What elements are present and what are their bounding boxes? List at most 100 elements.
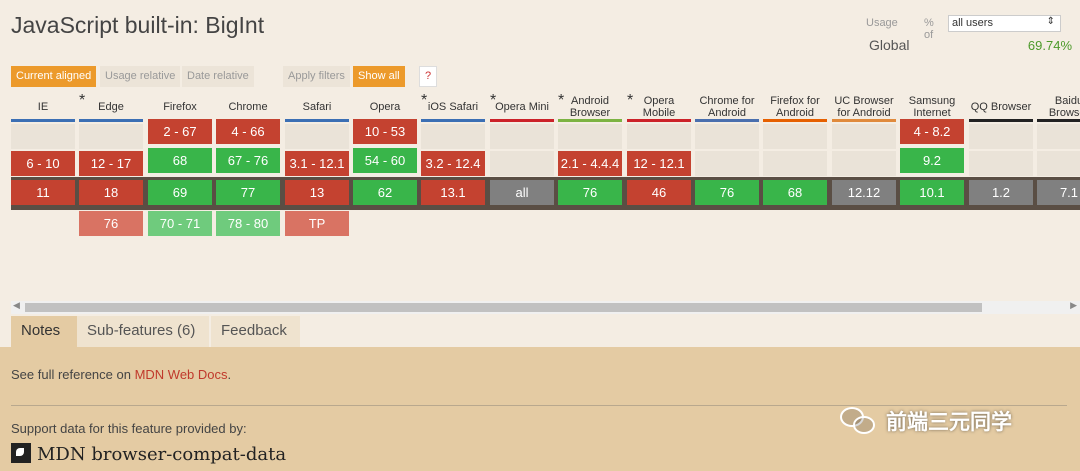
scroll-left-icon[interactable]: ◀ — [13, 300, 20, 310]
browser-name[interactable]: IE — [37, 100, 49, 113]
version-cell[interactable] — [763, 124, 827, 149]
version-cell[interactable]: 69 — [148, 180, 212, 205]
select-arrows-icon: ⇕ — [1046, 16, 1055, 27]
version-cell[interactable] — [421, 124, 485, 149]
version-cell[interactable]: 70 - 71 — [148, 211, 212, 236]
version-cell[interactable]: 6 - 10 — [11, 151, 75, 176]
version-cell[interactable]: 3.1 - 12.1 — [285, 151, 349, 176]
browser-color-bar — [627, 119, 691, 122]
tab-sub-features[interactable]: Sub-features (6) — [77, 316, 209, 347]
mdn-compat-data-credit[interactable]: MDN browser-compat-data — [11, 443, 286, 465]
version-cell[interactable]: 76 — [558, 180, 622, 205]
version-cell[interactable]: 62 — [353, 180, 417, 205]
version-cell[interactable]: 18 — [79, 180, 143, 205]
wechat-icon — [838, 405, 878, 437]
version-cell[interactable]: all — [490, 180, 554, 205]
horizontal-scrollbar[interactable]: ◀ ▶ — [11, 300, 1080, 314]
version-cell[interactable] — [490, 151, 554, 176]
version-cell[interactable] — [832, 124, 896, 149]
browser-name[interactable]: QQ Browser — [970, 100, 1032, 113]
version-cell[interactable] — [490, 124, 554, 149]
browser-name[interactable]: Chrome for Android — [699, 94, 755, 119]
version-cell[interactable]: 67 - 76 — [216, 148, 280, 173]
browser-color-bar — [695, 119, 759, 122]
version-cell[interactable] — [558, 124, 622, 149]
version-cell[interactable] — [969, 124, 1033, 149]
usage-label: Usage — [866, 17, 898, 29]
version-cell[interactable]: 13 — [285, 180, 349, 205]
version-cell[interactable] — [79, 124, 143, 149]
version-cell[interactable]: 76 — [695, 180, 759, 205]
version-cell[interactable] — [1037, 151, 1080, 176]
mdn-logo-icon — [11, 443, 31, 463]
browser-color-bar — [969, 119, 1033, 122]
show-all-button[interactable]: Show all — [353, 66, 405, 87]
browser-name[interactable]: iOS Safari — [427, 100, 479, 113]
version-cell[interactable]: TP — [285, 211, 349, 236]
version-cell[interactable] — [11, 124, 75, 149]
version-cell[interactable]: 54 - 60 — [353, 148, 417, 173]
version-cell[interactable]: 11 — [11, 180, 75, 205]
browser-color-bar — [763, 119, 827, 122]
scroll-right-icon[interactable]: ▶ — [1070, 300, 1077, 310]
browser-color-bar — [285, 119, 349, 122]
browser-name[interactable]: Firefox — [163, 100, 197, 113]
browser-name[interactable]: Samsung Internet — [908, 94, 956, 119]
note-asterisk-icon: * — [558, 92, 565, 109]
browser-color-bar — [558, 119, 622, 122]
version-cell[interactable] — [627, 124, 691, 149]
tab-feedback[interactable]: Feedback — [211, 316, 300, 347]
version-cell[interactable]: 46 — [627, 180, 691, 205]
help-button[interactable]: ? — [419, 66, 437, 87]
version-cell[interactable] — [285, 124, 349, 149]
date-relative-button[interactable]: Date relative — [182, 66, 254, 87]
browser-name[interactable]: Opera Mini — [495, 100, 549, 113]
version-cell[interactable]: 12.12 — [832, 180, 896, 205]
version-cell[interactable] — [969, 151, 1033, 176]
version-cell[interactable]: 2 - 67 — [148, 119, 212, 144]
browser-name[interactable]: Android Browser — [569, 94, 611, 119]
browser-column-opera-mini: Opera Mini * all — [490, 92, 554, 205]
mdn-web-docs-link[interactable]: MDN Web Docs — [134, 367, 228, 382]
version-cell[interactable]: 4 - 66 — [216, 119, 280, 144]
version-cell[interactable]: 9.2 — [900, 148, 964, 173]
browser-name[interactable]: Baidu Browser — [1048, 94, 1080, 119]
version-cell[interactable]: 68 — [148, 148, 212, 173]
version-cell[interactable]: 10 - 53 — [353, 119, 417, 144]
version-cell[interactable]: 3.2 - 12.4 — [421, 151, 485, 176]
version-cell[interactable]: 12 - 12.1 — [627, 151, 691, 176]
version-cell[interactable]: 12 - 17 — [79, 151, 143, 176]
version-cell[interactable]: 78 - 80 — [216, 211, 280, 236]
scrollbar-thumb[interactable] — [25, 303, 982, 312]
version-cell[interactable] — [832, 151, 896, 176]
version-cell[interactable]: 2.1 - 4.4.4 — [558, 151, 622, 176]
version-cell[interactable]: 68 — [763, 180, 827, 205]
version-cell[interactable] — [763, 151, 827, 176]
browser-name[interactable]: Opera Mobile — [642, 94, 676, 119]
usage-global-value: 69.74% — [1027, 38, 1072, 53]
version-cell[interactable] — [1037, 124, 1080, 149]
tab-notes[interactable]: Notes — [11, 316, 77, 347]
note-suffix: . — [227, 367, 232, 382]
browser-color-bar — [490, 119, 554, 122]
version-cell[interactable] — [695, 124, 759, 149]
current-aligned-button[interactable]: Current aligned — [11, 66, 97, 87]
usage-user-select[interactable]: all users ⇕ — [948, 15, 1061, 32]
version-cell[interactable]: 76 — [79, 211, 143, 236]
apply-filters-button[interactable]: Apply filters — [283, 66, 350, 87]
version-cell[interactable]: 4 - 8.2 — [900, 119, 964, 144]
browser-name[interactable]: Safari — [302, 100, 332, 113]
version-cell[interactable]: 10.1 — [900, 180, 964, 205]
browser-color-bar — [421, 119, 485, 122]
browser-name[interactable]: Firefox for Android — [770, 94, 820, 119]
browser-name[interactable]: Edge — [98, 100, 124, 113]
version-cell[interactable]: 1.2 — [969, 180, 1033, 205]
browser-name[interactable]: UC Browser for Android — [834, 94, 894, 119]
version-cell[interactable]: 77 — [216, 180, 280, 205]
version-cell[interactable]: 13.1 — [421, 180, 485, 205]
version-cell[interactable]: 7.1 — [1037, 180, 1080, 205]
version-cell[interactable] — [695, 151, 759, 176]
browser-name[interactable]: Chrome — [228, 100, 268, 113]
browser-name[interactable]: Opera — [369, 100, 401, 113]
usage-relative-button[interactable]: Usage relative — [100, 66, 181, 87]
